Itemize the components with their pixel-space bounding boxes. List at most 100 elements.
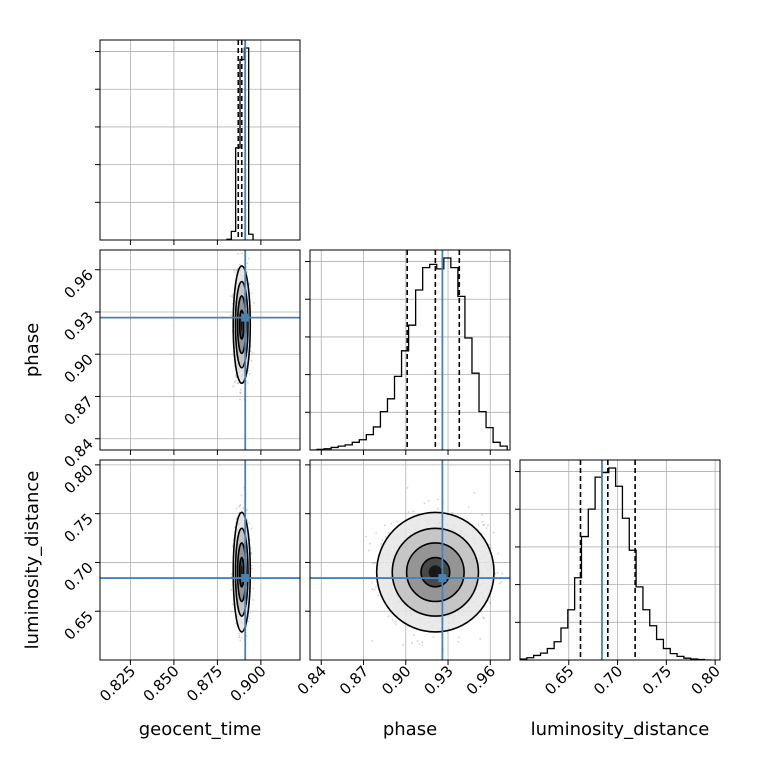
sample-point	[416, 640, 419, 642]
sample-point	[477, 523, 480, 526]
scatter-panel-geocent-time-vs-luminosity-distance-contour-1	[234, 527, 249, 617]
sample-point	[239, 392, 242, 395]
tick-label-luminosity-distance-1: 0.70	[60, 559, 96, 595]
sample-point	[372, 562, 374, 565]
sample-point	[242, 507, 245, 510]
sample-point	[234, 373, 237, 376]
scatter-panel-phase-vs-luminosity-distance-frame	[309, 459, 511, 661]
scatter-panel-geocent-time-vs-luminosity-distance-content	[100, 460, 300, 660]
sample-point	[396, 521, 399, 523]
histogram-luminosity-distance-frame	[519, 459, 721, 661]
histogram-panel-geocent-time	[95, 39, 301, 245]
sample-point	[236, 382, 239, 384]
sample-point	[235, 517, 238, 520]
sample-point	[467, 506, 470, 508]
sample-point	[384, 536, 387, 538]
sample-point	[498, 582, 501, 585]
scatter-panel-phase-vs-luminosity-distance-contour-2	[405, 542, 465, 603]
scatter-panel-geocent-time-vs-phase-frame	[99, 249, 301, 451]
sample-point	[479, 638, 482, 640]
sample-point	[411, 641, 413, 644]
sample-point	[368, 542, 371, 545]
histogram-phase-frame	[309, 249, 511, 451]
x-axis-label-luminosity-distance: luminosity_distance	[531, 719, 710, 740]
sample-point	[250, 527, 253, 530]
sample-point	[248, 283, 251, 285]
scatter-panel-geocent-time-vs-luminosity-distance-truth-marker	[241, 574, 250, 583]
scatter-panel-geocent-time-vs-luminosity-distance-contour-3	[238, 556, 245, 588]
x-axis-label-geocent-time: geocent_time	[139, 719, 262, 740]
sample-point	[371, 588, 373, 591]
sample-point	[231, 296, 234, 298]
sample-point	[500, 581, 503, 584]
tick-label-luminosity-distance-1: 0.70	[590, 662, 626, 698]
sample-point	[250, 360, 253, 362]
sample-point	[371, 639, 374, 642]
scatter-panel-phase-vs-luminosity-distance-contour-3	[420, 556, 451, 588]
sample-point	[251, 567, 253, 570]
histogram-step-phase	[310, 257, 508, 450]
histogram-geocent-time-frame	[99, 39, 301, 241]
sample-point	[231, 294, 234, 296]
scatter-panel-geocent-time-vs-luminosity-distance: 0.825 0.850 0.875 0.900 0.65 0.70 0.75 0.80	[60, 459, 301, 705]
sample-point	[232, 385, 235, 388]
sample-point	[394, 620, 397, 623]
sample-point	[377, 594, 380, 597]
sample-point	[473, 491, 476, 494]
sample-point	[483, 523, 486, 526]
sample-point	[239, 504, 242, 507]
sample-point	[462, 666, 464, 668]
tick-label-phase-1: 0.87	[336, 662, 372, 698]
sample-point	[436, 507, 439, 510]
sample-point	[230, 610, 233, 613]
tick-label-phase-1: 0.87	[60, 393, 96, 429]
sample-point	[240, 494, 243, 497]
sample-point	[229, 314, 232, 317]
tick-label-phase-3: 0.93	[421, 662, 457, 698]
tick-label-luminosity-distance-2: 0.75	[60, 510, 96, 546]
sample-point	[239, 388, 242, 391]
sample-point	[253, 301, 255, 304]
sample-point	[487, 524, 489, 527]
sample-point	[248, 522, 250, 524]
sample-point	[482, 616, 484, 619]
sample-point	[229, 295, 232, 298]
sample-point	[250, 552, 253, 554]
sample-point	[423, 502, 426, 505]
histogram-phase	[310, 250, 508, 450]
sample-point	[234, 271, 237, 274]
sample-point	[230, 573, 233, 575]
sample-point	[247, 620, 250, 623]
sample-point	[481, 520, 484, 523]
sample-point	[250, 292, 252, 295]
sample-point	[421, 644, 424, 647]
sample-point	[380, 543, 382, 545]
sample-point	[496, 572, 499, 574]
sample-point	[246, 262, 249, 265]
sample-point	[407, 511, 410, 513]
sample-point	[238, 263, 241, 266]
sample-point	[374, 562, 377, 565]
sample-point	[233, 269, 235, 272]
sample-point	[497, 552, 500, 555]
scatter-panel-geocent-time-vs-luminosity-distance-contour-0	[232, 511, 252, 633]
tick-label-geocent-time-2: 0.875	[183, 662, 226, 705]
tick-label-geocent-time-0: 0.825	[96, 662, 139, 705]
sample-point	[250, 564, 253, 567]
tick-label-phase-4: 0.96	[463, 662, 499, 698]
sample-point	[492, 531, 495, 534]
sample-point	[238, 634, 241, 637]
sample-point	[367, 549, 370, 552]
sample-point	[235, 507, 238, 510]
tick-label-luminosity-distance-0: 0.65	[60, 607, 96, 643]
scatter-panel-phase-vs-luminosity-distance-content	[310, 460, 510, 668]
sample-point	[427, 500, 430, 502]
sample-point	[246, 509, 248, 511]
sample-point	[432, 636, 435, 638]
histogram-panel-luminosity-distance: 0.65 0.70 0.75 0.80	[515, 459, 724, 698]
tick-label-phase-4: 0.96	[60, 266, 96, 302]
sample-point	[238, 505, 241, 508]
sample-point	[421, 641, 424, 644]
sample-point	[402, 644, 404, 646]
sample-point	[239, 391, 242, 394]
